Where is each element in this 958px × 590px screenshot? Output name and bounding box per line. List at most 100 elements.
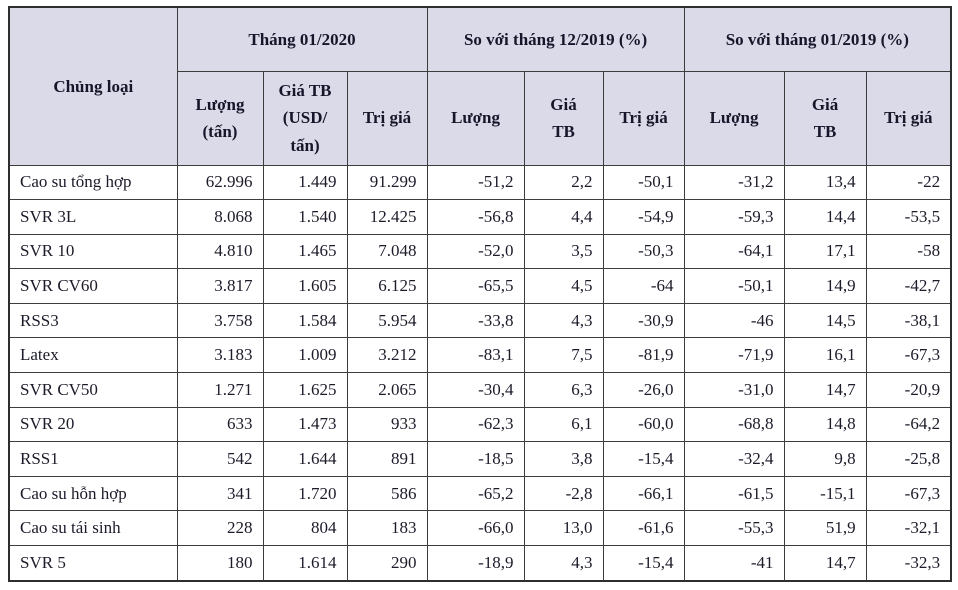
cell-value: 6.125 (346, 268, 428, 304)
cell-value: -32,4 (683, 441, 785, 477)
cell-value: -52,0 (426, 233, 525, 270)
cell-value: -55,3 (683, 510, 785, 547)
cell-value: 1.009 (262, 337, 348, 374)
table-body: Cao su tổng hợp 62.996 1.449 91.299 -51,2 2,2… (8, 164, 952, 582)
cell-value: -50,3 (602, 233, 685, 270)
cell-value: 3.758 (176, 302, 264, 339)
cell-value: -46 (683, 302, 785, 339)
cell-value: 1.540 (262, 199, 348, 235)
cell-value: 1.473 (262, 406, 348, 443)
cell-value: 5.954 (346, 302, 428, 339)
cell-value: 8.068 (176, 199, 264, 235)
cell-value: -32,1 (865, 510, 952, 547)
cell-value: 7,5 (523, 337, 604, 374)
column-header-category: Chủng loại (8, 6, 178, 166)
cell-value: -15,1 (783, 475, 867, 512)
cell-value: 13,0 (523, 510, 604, 547)
cell-value: 180 (176, 545, 264, 582)
table-row: Cao su tái sinh 228 804 183 -66,0 13,0 -61,6 -5… (8, 510, 952, 547)
table-row: RSS3 3.758 1.584 5.954 -33,8 4,3 -30,9 -46 14,5-… (8, 302, 952, 339)
cell-value: -25,8 (865, 441, 952, 477)
cell-value: 341 (176, 475, 264, 512)
column-header-value-vs-01-2019: Trị giá (865, 70, 952, 166)
header-group-row: Chủng loại Tháng 01/2020 So với tháng 12… (8, 6, 952, 166)
column-header-quantity-vs-12-2019: Lượng (426, 70, 525, 166)
cell-value: -71,9 (683, 337, 785, 374)
rubber-export-table: Chủng loại Tháng 01/2020 So với tháng 12… (8, 6, 953, 582)
cell-value: 14,8 (783, 406, 867, 443)
cell-value: -60,0 (602, 406, 685, 443)
cell-value: 6,3 (523, 372, 604, 408)
cell-value: 16,1 (783, 337, 867, 374)
cell-value: 804 (262, 510, 348, 547)
cell-value: 4,3 (523, 302, 604, 339)
cell-value: 183 (346, 510, 428, 547)
cell-value: -33,8 (426, 302, 525, 339)
cell-value: -15,4 (602, 441, 685, 477)
cell-value: -50,1 (683, 268, 785, 304)
cell-value: 1.644 (262, 441, 348, 477)
cell-value: -66,1 (602, 475, 685, 512)
cell-value: 1.271 (176, 372, 264, 408)
row-category: SVR 20 (8, 406, 178, 443)
cell-value: 3.212 (346, 337, 428, 374)
cell-value: 1.584 (262, 302, 348, 339)
table-row: SVR 3L 8.068 1.540 12.425 -56,8 4,4 -54,9 -59,3… (8, 199, 952, 235)
table-row: SVR 5 180 1.614 290 -18,9 4,3 -15,4 -41 14,7 -32,… (8, 545, 952, 582)
cell-value: 290 (346, 545, 428, 582)
cell-value: 4,5 (523, 268, 604, 304)
row-category: RSS1 (8, 441, 178, 477)
cell-value: 3.817 (176, 268, 264, 304)
row-category: SVR 3L (8, 199, 178, 235)
cell-value: -38,1 (865, 302, 952, 339)
cell-value: -56,8 (426, 199, 525, 235)
cell-value: 91.299 (346, 164, 428, 201)
cell-value: 14,4 (783, 199, 867, 235)
row-category: SVR CV50 (8, 372, 178, 408)
cell-value: 1.625 (262, 372, 348, 408)
table-row: SVR 10 4.810 1.465 7.048 -52,0 3,5 -50,3 -64,1 1… (8, 233, 952, 270)
cell-value: -31,2 (683, 164, 785, 201)
cell-value: -20,9 (865, 372, 952, 408)
cell-value: 62.996 (176, 164, 264, 201)
column-header-quantity-ton: Lượng (tấn) (176, 70, 264, 166)
cell-value: -64,1 (683, 233, 785, 270)
cell-value: -53,5 (865, 199, 952, 235)
cell-value: -30,9 (602, 302, 685, 339)
cell-value: 6,1 (523, 406, 604, 443)
cell-value: -41 (683, 545, 785, 582)
cell-value: -62,3 (426, 406, 525, 443)
cell-value: 3,8 (523, 441, 604, 477)
column-header-avg-price-vs-01-2019: Giá TB (783, 70, 867, 166)
row-category: SVR 10 (8, 233, 178, 270)
cell-value: -30,4 (426, 372, 525, 408)
cell-value: 933 (346, 406, 428, 443)
cell-value: 586 (346, 475, 428, 512)
column-header-quantity-vs-01-2019: Lượng (683, 70, 785, 166)
table-header: Chủng loại Tháng 01/2020 So với tháng 12… (8, 6, 952, 166)
cell-value: 1.605 (262, 268, 348, 304)
cell-value: -64,2 (865, 406, 952, 443)
cell-value: -68,8 (683, 406, 785, 443)
cell-value: 542 (176, 441, 264, 477)
cell-value: -15,4 (602, 545, 685, 582)
table-row: Cao su hỗn hợp 341 1.720 586 -65,2 -2,8 -66,1-… (8, 475, 952, 512)
cell-value: 228 (176, 510, 264, 547)
table-row: Latex 3.183 1.009 3.212 -83,1 7,5 -81,9 -71,9 16… (8, 337, 952, 374)
cell-value: -83,1 (426, 337, 525, 374)
cell-value: 891 (346, 441, 428, 477)
table-row: SVR CV50 1.271 1.625 2.065 -30,4 6,3 -26,0 -31,… (8, 372, 952, 408)
cell-value: 4.810 (176, 233, 264, 270)
cell-value: -32,3 (865, 545, 952, 582)
cell-value: 14,9 (783, 268, 867, 304)
column-group-month-01-2020: Tháng 01/2020 (176, 6, 428, 72)
header-sub-row: Lượng (tấn) Giá TB (USD/ tấn) Trị giá Lư… (9, 70, 952, 166)
cell-value: 3,5 (523, 233, 604, 270)
cell-value: -18,5 (426, 441, 525, 477)
column-header-avg-price-vs-12-2019-label: Giá TB (550, 94, 577, 141)
row-category: Cao su tổng hợp (8, 164, 178, 201)
cell-value: 14,7 (783, 545, 867, 582)
row-category: Latex (8, 337, 178, 374)
column-header-avg-price-vs-12-2019: Giá TB (523, 70, 604, 166)
